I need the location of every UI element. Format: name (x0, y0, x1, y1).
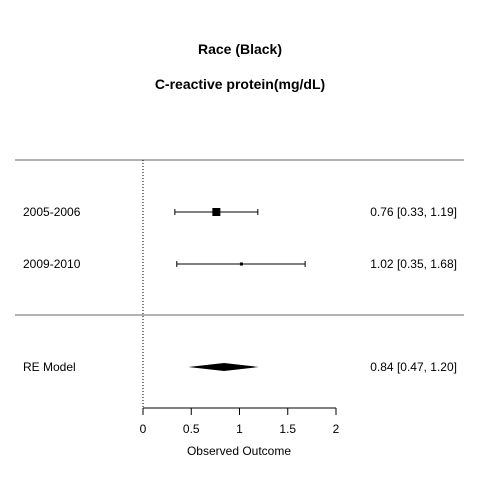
study-ci-text: 1.02 [0.35, 1.68] (370, 257, 457, 271)
chart-title: Race (Black) (198, 41, 282, 57)
x-axis-label: Observed Outcome (187, 444, 291, 458)
chart-marks: 2005-2006 0.76 [0.33, 1.19] 2009-2010 1.02 … (23, 205, 457, 374)
study-ci-text: 0.76 [0.33, 1.19] (370, 205, 457, 219)
x-tick-label: 2 (333, 422, 340, 436)
study-label: 2005-2006 (23, 205, 81, 219)
chart-subtitle: C-reactive protein(mg/dL) (155, 76, 325, 92)
x-tick-label: 1 (236, 422, 243, 436)
study-label: 2009-2010 (23, 257, 81, 271)
summary-ci-text: 0.84 [0.47, 1.20] (370, 360, 457, 374)
x-tick-label: 0.5 (183, 422, 200, 436)
effect-marker (212, 208, 221, 216)
x-axis-ticks: 0 0.5 1 1.5 2 (140, 408, 340, 436)
x-tick-label: 0 (140, 422, 147, 436)
summary-label: RE Model (23, 360, 76, 374)
x-tick-label: 1.5 (279, 422, 296, 436)
summary-diamond (188, 363, 259, 371)
effect-marker (239, 262, 243, 266)
